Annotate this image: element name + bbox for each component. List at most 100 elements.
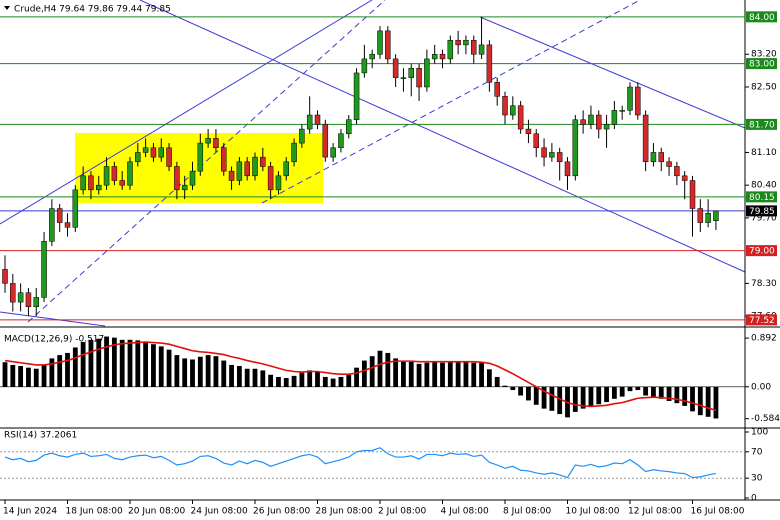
macd-bar [104,336,109,387]
macd-bar [57,355,63,387]
candle-body [103,166,110,186]
macd-bar [135,340,141,387]
macd-bar [697,386,703,416]
candle-body [681,175,688,181]
y-tick-label: 100 [751,428,768,438]
macd-bar [635,386,641,391]
candle-body [25,292,32,308]
candle-body [361,58,368,74]
macd-bar [541,386,547,409]
level-tag [746,205,777,217]
macd-bar [611,386,617,399]
macd-bar [143,341,149,387]
candle-body [635,86,641,116]
candle-body [181,184,188,191]
macd-title: MACD(12,26,9) -0.517 [4,335,104,345]
macd-bar [572,386,578,412]
x-tick-label: 24 Jun 08:00 [191,507,248,517]
candle-body [502,96,508,116]
x-tick-label: 12 Jul 08:00 [628,507,682,517]
macd-bar [486,369,492,387]
macd-bar [604,386,609,403]
macd-bar [424,362,430,387]
macd-bar [65,352,70,387]
candle-body [111,166,118,181]
level-tag-label: 77.52 [749,316,775,326]
macd-bar [580,386,586,409]
y-tick-label: 78.30 [751,279,777,289]
candle-body [236,161,243,181]
candle-body [283,161,289,177]
x-tick-label: 28 Jun 08:00 [316,507,373,517]
candle-body [564,161,571,177]
macd-bar [705,386,711,417]
macd-bar [182,358,188,387]
y-tick-label: 81.10 [751,148,777,158]
macd-bar [440,362,445,387]
macd-bar [713,386,719,419]
macd-bar [252,368,258,387]
trend-line [27,0,386,323]
candle-body [33,297,39,308]
level-tag [746,11,777,23]
candle-body [572,119,579,177]
macd-bar [393,358,399,387]
macd-bar [596,386,602,405]
macd-bar [276,376,281,387]
candle-body [260,156,266,167]
trend-line [261,0,641,204]
y-tick-label: 0 [751,494,757,504]
candle-body [17,292,24,303]
level-tag-label: 80.15 [749,193,775,203]
macd-bar [385,352,391,387]
macd-bar [26,367,31,387]
candle-body [56,208,63,223]
macd-bar [369,356,375,387]
macd-bar [377,350,383,387]
candle-body [174,166,180,191]
macd-bar [518,386,524,396]
macd-bar [690,386,695,412]
candle-body [299,128,305,144]
candle-body [650,152,657,163]
macd-bar [244,368,250,387]
macd-bar [463,361,469,387]
y-tick-label: 79.70 [751,213,777,223]
candle-body [588,114,594,125]
level-tag-label: 79.85 [749,207,775,217]
macd-bar [658,386,664,399]
candle-body [166,147,172,167]
candle-body [41,241,47,298]
candle-body [314,114,321,125]
macd-bar [119,339,125,387]
macd-bar [213,356,219,387]
candle-body [463,39,469,46]
level-tag-label: 81.70 [749,120,775,130]
macd-bar [41,364,47,387]
x-tick-label: 20 Jun 08:00 [128,507,185,517]
candle-body [96,184,102,191]
macd-bar [33,368,39,387]
x-tick-label: 14 Jun 2024 [3,507,57,517]
candle-body [697,208,704,223]
candle-body [291,142,297,163]
macd-bar [401,360,406,387]
candle-body [455,39,461,46]
macd-bar [533,386,539,405]
macd-bar [494,376,500,387]
level-tag-label: 79.00 [749,247,775,257]
macd-bar [299,372,305,387]
macd-bar [432,362,438,387]
macd-bar [510,386,516,391]
macd-bar [361,360,367,387]
macd-bar [80,342,86,387]
rsi-line [4,447,717,479]
macd-bar [346,374,352,387]
candle-body [658,152,664,163]
candle-body [322,124,329,158]
candle-body [127,161,133,186]
y-tick-label: 80.40 [751,181,777,191]
candle-body [478,44,485,55]
candle-body [72,189,79,228]
